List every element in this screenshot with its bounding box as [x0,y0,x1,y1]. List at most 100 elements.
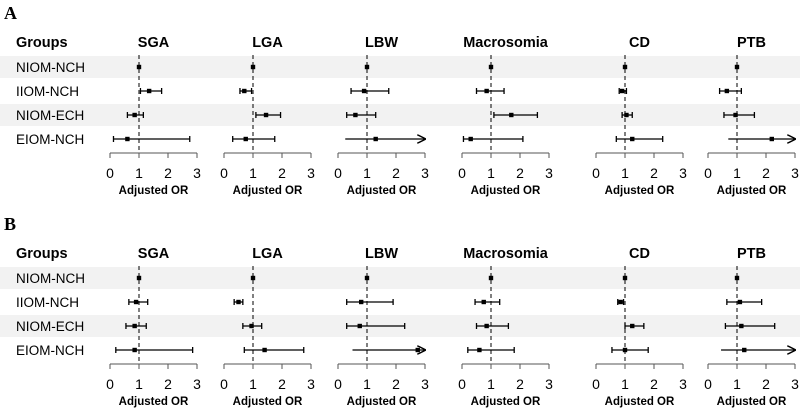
point-estimate [236,299,241,305]
point-estimate [477,347,482,353]
point-estimate [468,136,473,142]
groups-header: Groups [16,246,68,262]
point-estimate [622,275,628,281]
point-estimate [739,323,744,329]
x-axis-title: Adjusted OR [119,396,189,408]
point-estimate [622,64,628,70]
x-axis-title: Adjusted OR [471,396,541,408]
x-tick-label: 3 [791,376,799,392]
point-estimate [132,323,137,329]
point-estimate [250,64,256,70]
point-estimate [630,136,635,142]
x-tick-label: 0 [334,165,342,181]
point-estimate [357,323,362,329]
group-label: IIOM-NCH [16,84,79,99]
point-estimate [742,347,747,353]
point-estimate [618,299,623,305]
x-tick-label: 0 [592,165,600,181]
point-estimate [733,112,738,118]
x-tick-label: 3 [679,376,687,392]
outcome-header: Macrosomia [463,246,549,262]
x-tick-label: 2 [164,376,172,392]
x-axis-title: Adjusted OR [717,396,787,408]
x-tick-label: 0 [220,376,228,392]
group-label: IIOM-NCH [16,295,79,310]
point-estimate [724,88,730,94]
outcome-header: PTB [737,246,766,262]
x-axis-title: Adjusted OR [233,185,303,197]
x-tick-label: 2 [516,165,524,181]
group-label: NIOM-NCH [16,271,85,286]
x-tick-label: 1 [363,376,371,392]
point-estimate [133,299,139,305]
x-tick-label: 2 [392,165,400,181]
group-label: NIOM-ECH [16,108,84,123]
outcome-header: Macrosomia [463,35,549,51]
x-tick-label: 2 [392,376,400,392]
x-tick-label: 2 [278,376,286,392]
point-estimate [624,112,629,118]
panel-label: A [4,3,17,23]
subplot-cd: CD 0 1 2 3 Adjusted OR [592,246,687,408]
x-tick-label: 3 [545,165,553,181]
x-axis-title: Adjusted OR [605,396,675,408]
x-tick-label: 2 [650,376,658,392]
point-estimate [373,136,378,142]
x-axis-title: Adjusted OR [233,396,303,408]
panel-a: A Groups NIOM-NCH IIOM-NCH NIOM-ECH EIOM-NCH S… [0,3,800,197]
point-estimate [262,347,267,353]
outcome-header: LBW [365,246,398,262]
subplot-macrosomia: Macrosomia 0 1 2 3 Adjusted OR [458,246,553,408]
point-estimate [622,347,628,353]
outcome-header: LGA [252,246,283,262]
group-label: EIOM-NCH [16,343,84,358]
groups-header: Groups [16,35,68,51]
x-tick-label: 0 [458,165,466,181]
x-tick-label: 0 [704,165,712,181]
x-tick-label: 1 [733,376,741,392]
x-tick-label: 1 [621,376,629,392]
outcome-header: CD [629,246,650,262]
subplot-lbw: LBW 0 1 2 3 Adjusted OR [334,35,429,197]
x-tick-label: 1 [363,165,371,181]
x-tick-label: 1 [733,165,741,181]
outcome-header: CD [629,35,650,51]
outcome-header: LBW [365,35,398,51]
point-estimate [509,112,514,118]
subplot-sga: SGA 0 1 2 3 Adjusted OR [106,246,201,408]
x-axis-title: Adjusted OR [119,185,189,197]
x-tick-label: 2 [762,165,770,181]
x-tick-label: 1 [621,165,629,181]
subplot-ptb: PTB 0 1 2 3 Adjusted OR [704,35,799,197]
subplot-cd: CD 0 1 2 3 Adjusted OR [592,35,687,197]
point-estimate [359,299,364,305]
x-tick-label: 2 [278,165,286,181]
x-tick-label: 1 [135,165,143,181]
x-tick-label: 3 [421,165,429,181]
outcome-header: LGA [252,35,283,51]
point-estimate [488,275,494,281]
point-estimate [125,136,130,142]
x-axis-title: Adjusted OR [347,185,417,197]
point-estimate [484,88,489,94]
point-estimate [242,88,247,94]
row-band [0,56,800,78]
x-tick-label: 1 [135,376,143,392]
point-estimate [769,136,774,142]
point-estimate [353,112,358,118]
point-estimate [364,275,370,281]
point-estimate [619,88,625,94]
point-estimate [364,64,370,70]
x-tick-label: 1 [487,165,495,181]
subplot-sga: SGA 0 1 2 3 Adjusted OR [106,35,201,197]
point-estimate [734,275,740,281]
x-tick-label: 3 [307,165,315,181]
point-estimate [249,323,254,329]
x-tick-label: 1 [249,376,257,392]
x-axis-title: Adjusted OR [471,185,541,197]
point-estimate [484,323,489,329]
point-estimate [415,347,420,353]
x-tick-label: 0 [704,376,712,392]
x-tick-label: 0 [220,165,228,181]
